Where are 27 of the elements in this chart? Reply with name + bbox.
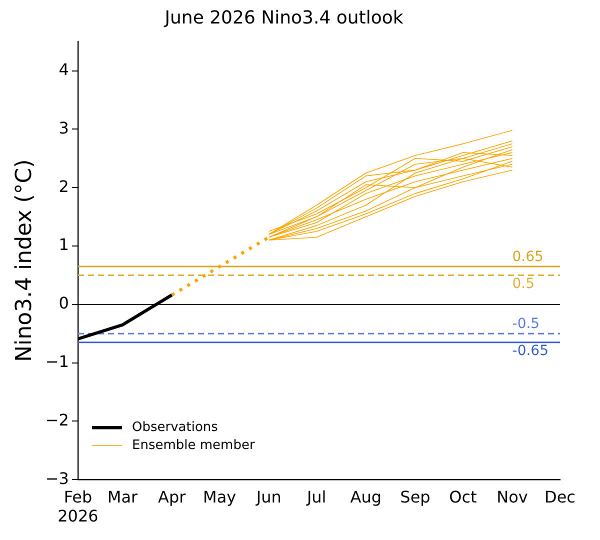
y-tick-label: 2 <box>58 176 69 196</box>
legend-label: Observations <box>132 420 218 435</box>
y-axis-title: Nino3.4 index (°C) <box>12 159 37 362</box>
x-tick-label: Apr <box>158 487 186 506</box>
x-tick-label: Oct <box>449 487 477 506</box>
ref-line-label: 0.5 <box>512 276 535 292</box>
chart-title: June 2026 Nino3.4 outlook <box>164 7 404 28</box>
x-tick-label: Mar <box>107 487 138 506</box>
x-tick-label: Feb 2026 <box>58 487 98 526</box>
x-tick-label: Nov <box>496 487 528 506</box>
y-tick-label: 0 <box>58 294 69 313</box>
y-tick-label: −1 <box>45 352 69 371</box>
ref-line-label: -0.65 <box>512 343 549 359</box>
ref-line-label: -0.5 <box>512 316 540 332</box>
x-tick-label: Dec <box>544 487 576 506</box>
x-tick-label: Jun <box>255 487 282 506</box>
y-tick-label: 3 <box>58 118 69 138</box>
x-tick-label: Sep <box>400 487 430 506</box>
y-tick-label: −3 <box>45 468 69 488</box>
y-tick-label: 1 <box>58 235 69 254</box>
x-tick-label: Aug <box>350 487 382 506</box>
legend-label: Ensemble member <box>132 438 256 453</box>
x-tick-label: Jul <box>306 487 326 506</box>
ref-line-label: 0.65 <box>512 249 544 266</box>
x-tick-label: May <box>203 487 236 506</box>
y-tick-label: −2 <box>45 410 69 430</box>
y-tick-label: 4 <box>58 60 69 79</box>
